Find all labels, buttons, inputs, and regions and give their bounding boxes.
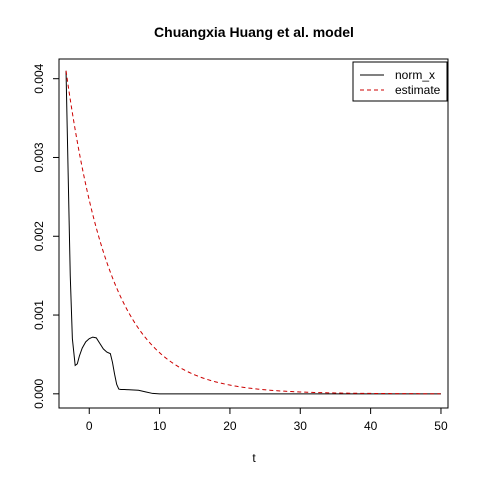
y-tick-label: 0.000 [32,378,46,408]
y-axis: 0.000 0.001 0.002 0.003 0.004 [32,63,59,409]
chart-title: Chuangxia Huang et al. model [154,24,354,40]
plot-frame [58,58,449,409]
y-tick-label: 0.004 [32,63,46,93]
x-tick-label: 40 [364,419,378,433]
y-tick-label: 0.001 [32,300,46,330]
series-layer [65,70,441,395]
x-tick-label: 30 [294,419,308,433]
x-tick-label: 10 [153,419,167,433]
legend-label-norm-x: norm_x [395,68,435,82]
x-tick-label: 50 [434,419,448,433]
x-axis-label: t [252,451,256,465]
x-tick-label: 20 [223,419,237,433]
y-tick-label: 0.002 [32,221,46,251]
legend-label-estimate: estimate [395,83,441,97]
x-axis: 0 10 20 30 40 50 [86,408,448,433]
legend: norm_x estimate [352,61,448,102]
series-estimate-line [65,70,441,395]
x-tick-label: 0 [86,419,93,433]
y-tick-label: 0.003 [32,142,46,172]
legend-box [352,61,448,102]
series-norm-x-line [65,70,441,395]
